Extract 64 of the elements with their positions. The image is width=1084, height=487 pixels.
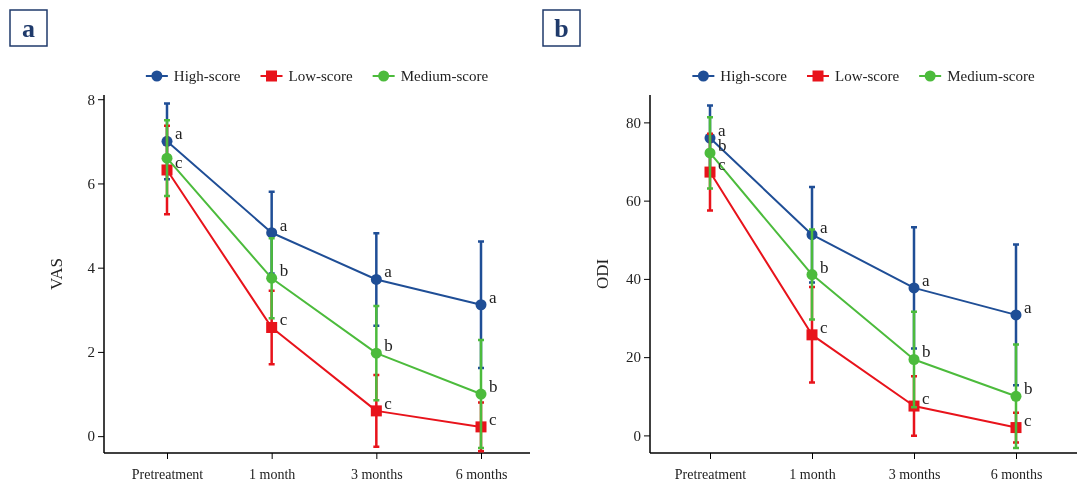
annotation: c xyxy=(279,310,288,330)
annotation: a xyxy=(489,287,497,307)
y-tick-label: 8 xyxy=(87,91,95,108)
y-tick-label: 0 xyxy=(633,427,641,444)
y-axis-title: ODI xyxy=(593,258,612,290)
y-tick-label: 80 xyxy=(626,114,641,131)
point xyxy=(908,353,920,365)
legend-label: Medium-score xyxy=(400,68,489,84)
point xyxy=(266,272,278,284)
annotation: b xyxy=(820,257,829,277)
point xyxy=(1010,390,1022,402)
x-tick-label: Pretreatment xyxy=(131,466,204,482)
annotation: b xyxy=(1024,379,1033,399)
x-tick-label: 1 month xyxy=(789,466,836,482)
legend-label: High-score xyxy=(173,68,241,84)
y-axis-title: VAS xyxy=(47,258,66,290)
annotation: b xyxy=(279,261,289,281)
annotation: a xyxy=(1024,297,1032,317)
y-tick-label: 4 xyxy=(87,259,96,276)
annotation: c xyxy=(489,409,497,429)
legend-label: Low-score xyxy=(288,68,353,84)
x-tick-label: 6 months xyxy=(455,466,508,482)
annotation: a xyxy=(279,215,288,235)
annotation: c xyxy=(922,389,930,409)
y-tick-label: 0 xyxy=(87,428,95,445)
annotation: a xyxy=(922,270,930,290)
y-tick-label: 60 xyxy=(626,192,641,209)
annotation: c xyxy=(820,317,828,337)
point xyxy=(704,147,716,159)
point xyxy=(1010,309,1022,321)
point xyxy=(266,321,278,333)
point xyxy=(908,282,920,294)
annotation: b xyxy=(922,342,931,362)
annotation: b xyxy=(384,336,393,356)
annotation: c xyxy=(175,152,183,172)
annotation: a xyxy=(384,262,393,282)
annotation: a xyxy=(820,217,828,237)
legend-label: High-score xyxy=(720,68,788,84)
point xyxy=(161,152,173,164)
point xyxy=(475,299,487,311)
point xyxy=(475,388,487,400)
x-tick-label: 3 months xyxy=(350,466,403,482)
annotation: c xyxy=(1024,410,1032,430)
point xyxy=(370,405,382,417)
chart-title: b xyxy=(554,14,569,43)
chart-title: a xyxy=(22,14,35,43)
x-tick-label: Pretreatment xyxy=(674,466,747,482)
x-tick-label: 3 months xyxy=(888,466,941,482)
y-tick-label: 40 xyxy=(626,271,641,288)
point xyxy=(370,273,382,285)
x-tick-label: 1 month xyxy=(249,466,296,482)
point xyxy=(806,269,818,281)
annotation: c xyxy=(384,393,393,413)
legend-label: Low-score xyxy=(835,68,900,84)
annotation: b xyxy=(489,377,498,397)
point xyxy=(806,329,818,341)
legend-label: Medium-score xyxy=(947,68,1035,84)
y-tick-label: 20 xyxy=(626,349,641,366)
y-tick-label: 2 xyxy=(87,344,95,361)
y-tick-label: 6 xyxy=(87,175,96,192)
x-tick-label: 6 months xyxy=(990,466,1043,482)
annotation: a xyxy=(175,124,183,144)
point xyxy=(266,227,278,239)
point xyxy=(370,347,382,359)
